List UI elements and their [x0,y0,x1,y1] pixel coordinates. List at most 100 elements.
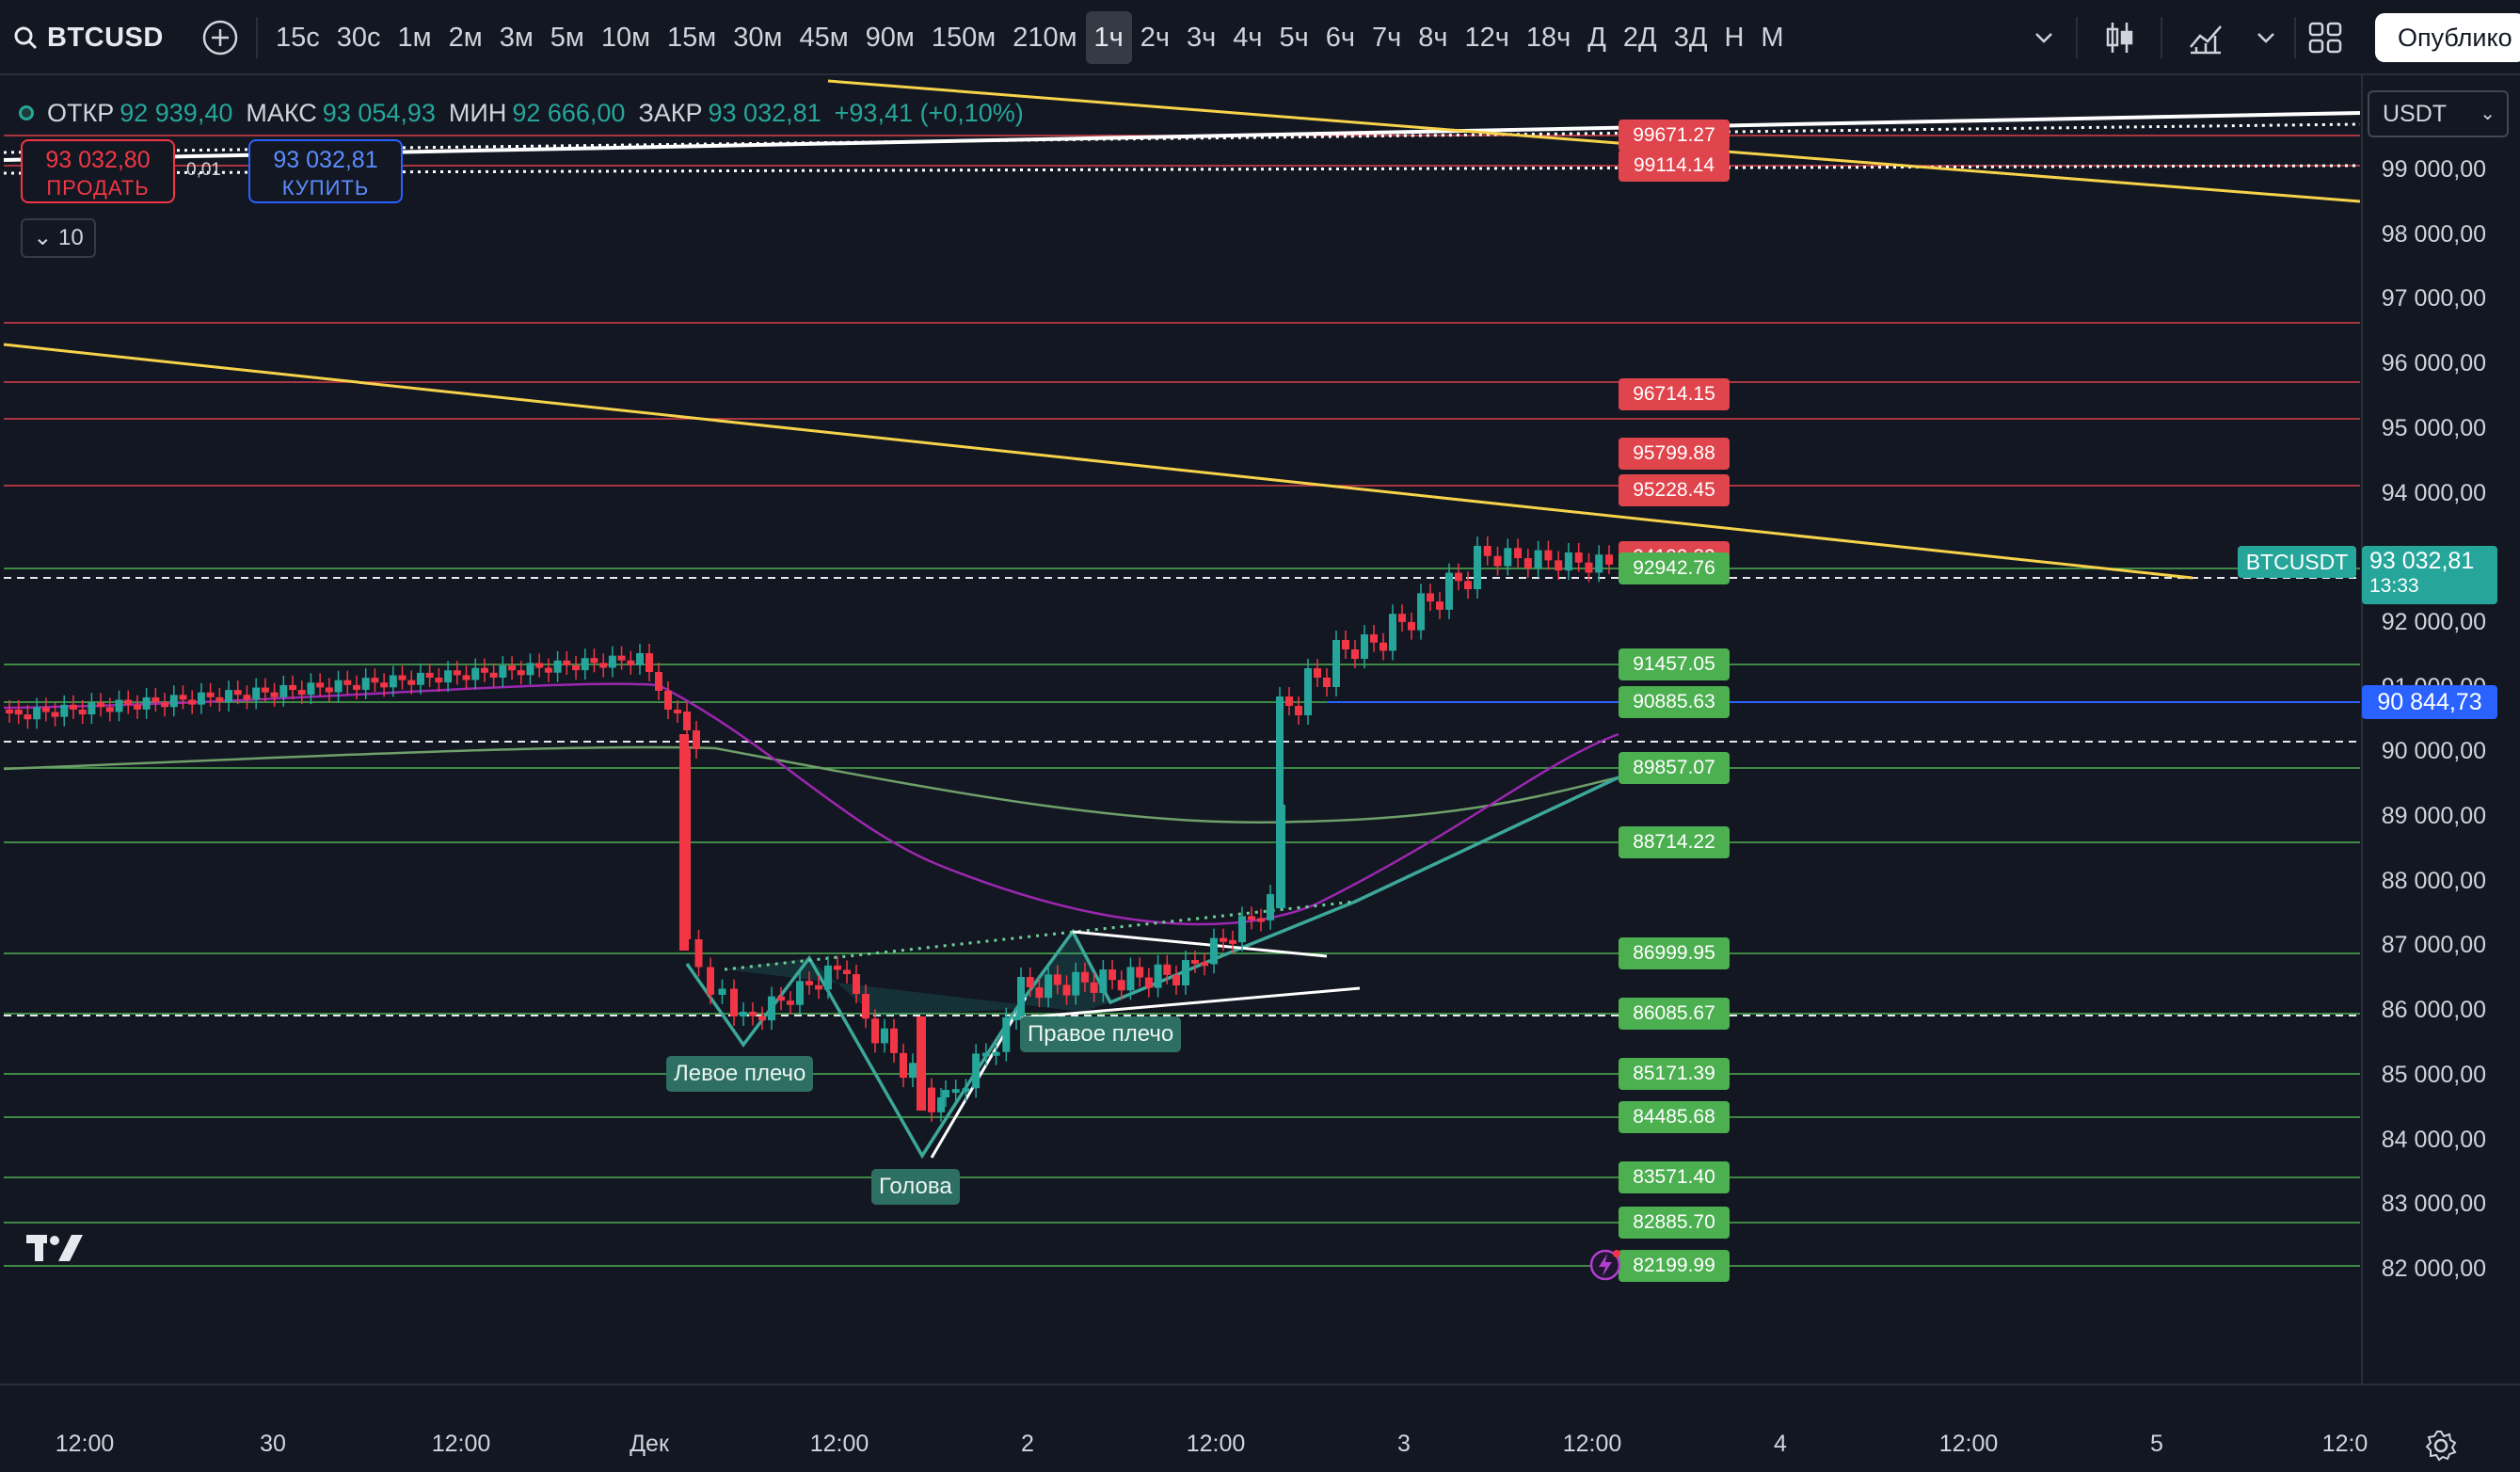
level-price-tag[interactable]: 95799.88 [1619,437,1730,470]
interval-8[interactable]: 30м [733,23,783,53]
candle-body [1564,552,1572,571]
left-shoulder-label[interactable]: Левое плечо [666,1056,814,1092]
right-shoulder-label[interactable]: Правое плечо [1020,1016,1182,1052]
interval-7[interactable]: 15м [667,23,717,53]
interval-17[interactable]: 5ч [1279,23,1309,53]
level-price-tag[interactable]: 82885.70 [1619,1207,1730,1239]
candle-body [1220,937,1227,942]
interval-0[interactable]: 15с [276,23,320,53]
change-value: +93,41 (+0,10%) [834,98,1024,127]
candle-body [499,665,507,678]
candle-body [398,675,407,680]
low-value: 92 666,00 [512,98,626,127]
interval-22[interactable]: 18ч [1525,23,1571,53]
candle-body [270,692,279,697]
interval-19[interactable]: 7ч [1372,23,1402,53]
candle-body [581,658,589,671]
level-price-tag[interactable]: 83571.40 [1619,1161,1730,1193]
level-price-tag[interactable]: 91457.05 [1619,648,1730,680]
level-price-tag[interactable]: 84485.68 [1619,1101,1730,1133]
interval-23[interactable]: Д [1587,23,1606,53]
level-price-tag[interactable]: 96714.15 [1619,378,1730,411]
interval-5[interactable]: 5м [550,23,584,53]
level-price-tag[interactable]: 82199.99 [1619,1250,1730,1282]
candle-body [1493,555,1502,567]
level-price-tag[interactable]: 85171.39 [1619,1058,1730,1090]
level-price-tag[interactable]: 86085.67 [1619,998,1730,1030]
tradingview-logo-icon[interactable] [26,1233,87,1265]
interval-21[interactable]: 12ч [1464,23,1509,53]
candle-body [871,1018,879,1044]
candle-body [1427,593,1434,602]
price-scale-label: 97 000,00 [2381,285,2486,312]
head-label[interactable]: Голова [871,1169,960,1205]
chevron-down-icon[interactable] [2253,24,2279,51]
interval-4[interactable]: 3м [499,23,534,53]
chart-canvas[interactable] [0,75,2520,1384]
level-price-tag[interactable]: 90885.63 [1619,686,1730,718]
settings-gear-icon[interactable] [2424,1429,2458,1463]
level-price-tag[interactable]: 88714.22 [1619,826,1730,858]
candle-body [1295,706,1302,715]
candle-body [78,709,87,715]
level-price-tag[interactable]: 99114.14 [1619,150,1730,182]
lightning-alert-icon[interactable] [1588,1248,1622,1282]
interval-20[interactable]: 8ч [1418,23,1448,53]
level-price-tag[interactable]: 89857.07 [1619,752,1730,784]
level-price-tag[interactable]: 92942.76 [1619,552,1730,584]
candle-body [1053,974,1061,985]
buy-button[interactable]: 93 032,81 КУПИТЬ [248,139,403,203]
candle-body [694,939,703,968]
interval-3[interactable]: 2м [448,23,483,53]
interval-10[interactable]: 90м [865,23,915,53]
candle-body [1389,614,1396,651]
interval-1[interactable]: 30с [336,23,381,53]
interval-25[interactable]: 3Д [1673,23,1708,53]
candle-body [853,974,860,994]
interval-9[interactable]: 45м [799,23,849,53]
candle-body [215,696,224,702]
top-toolbar: BTCUSD 15с 30с 1м 2м 3м 5м 10м 15м 30м 45м 90м 150м… [0,0,2520,75]
interval-27[interactable]: М [1761,23,1784,53]
interval-15[interactable]: 3ч [1187,23,1217,53]
candle-body [1544,550,1553,561]
interval-24[interactable]: 2Д [1622,23,1657,53]
candle-body [526,663,534,676]
symbol-search[interactable]: BTCUSD [13,13,164,62]
candle-body [890,1028,898,1053]
interval-26[interactable]: Н [1724,23,1745,53]
time-axis-label: 12:00 [1938,1431,1999,1457]
interval-16[interactable]: 4ч [1233,23,1263,53]
interval-18[interactable]: 6ч [1325,23,1356,53]
indicators-toggle[interactable]: ⌄ 10 [21,218,96,258]
price-scale-label: 82 000,00 [2381,1255,2486,1282]
indicators-icon[interactable] [2187,19,2225,56]
interval-2[interactable]: 1м [397,23,432,53]
currency-select[interactable]: USDT ⌄ [2368,90,2509,137]
level-price-tag[interactable]: 95228.45 [1619,474,1730,507]
sell-button[interactable]: 93 032,80 ПРОДАТЬ [21,139,175,203]
interval-13[interactable]: 1ч [1085,11,1132,64]
time-axis[interactable] [0,1384,2520,1472]
publish-button[interactable]: Опублико [2375,13,2520,62]
visibility-dot-icon[interactable] [19,105,34,120]
candles-icon[interactable] [2102,19,2136,56]
candle-body [197,692,205,705]
interval-12[interactable]: 210м [1013,23,1077,53]
layout-icon[interactable] [2307,21,2343,55]
candle-body [1201,962,1208,967]
interval-6[interactable]: 10м [600,23,651,53]
interval-11[interactable]: 150м [931,23,997,53]
candle-body [1332,640,1340,687]
candle-body [1483,546,1491,556]
add-symbol-icon[interactable] [201,19,239,56]
candle-body [69,704,77,710]
interval-14[interactable]: 2ч [1140,23,1171,53]
candle-body [41,707,50,712]
candle-body [862,994,869,1019]
level-price-tag[interactable]: 99671.27 [1619,120,1730,152]
level-price-tag[interactable]: 86999.95 [1619,937,1730,969]
candle-body [834,965,841,970]
high-value: 93 054,93 [322,98,436,127]
chevron-down-icon[interactable] [2031,24,2057,51]
